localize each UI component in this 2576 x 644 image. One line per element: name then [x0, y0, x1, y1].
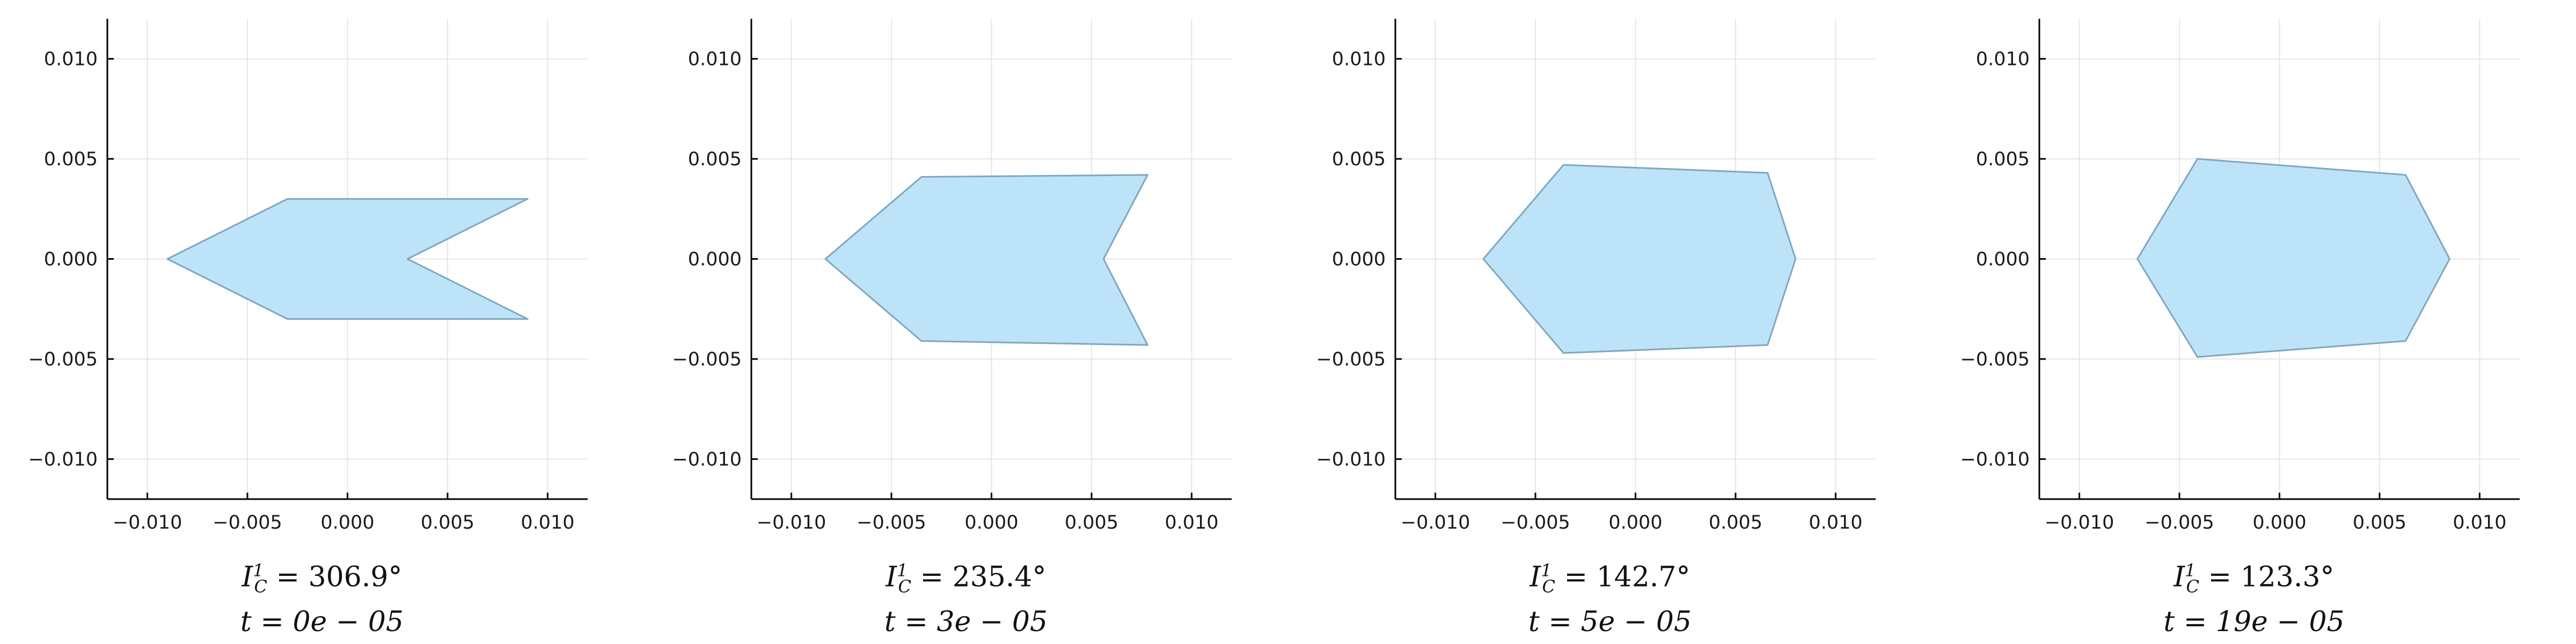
- x-tick-label-3-1: −0.005: [1501, 512, 1570, 533]
- time-value-4: 19e − 05: [2215, 605, 2345, 638]
- y-tick-label-4-4: 0.010: [1976, 49, 2030, 70]
- x-tick-label-4-1: −0.005: [2145, 512, 2214, 533]
- angle-caption-1: I1C = 306.9°: [241, 560, 402, 597]
- x-tick-label-2-0: −0.010: [757, 512, 826, 533]
- shape-polygon-2: [824, 174, 1148, 346]
- time-caption-4: t = 19e − 05: [2163, 605, 2345, 638]
- time-value-3: 5e − 05: [1580, 605, 1692, 638]
- shape-polygon-4: [2136, 158, 2450, 358]
- plot-3: −0.010 −0.005 0.000 0.005 0.010 −0.010 −0.005 0…: [1316, 19, 1876, 533]
- panel-4: −0.010 −0.005 0.000 0.005 0.010 −0.010 −0.005 0…: [1932, 0, 2576, 644]
- angle-value-1: 306.9°: [308, 561, 402, 594]
- angle-value-4: 123.3°: [2240, 561, 2334, 594]
- x-tick-label-3-3: 0.005: [1709, 512, 1762, 533]
- y-tick-label-1-1: −0.005: [28, 349, 98, 370]
- y-tick-label-1-2: 0.000: [44, 249, 98, 270]
- caption-1: I1C = 306.9° t = 0e − 05: [0, 553, 644, 640]
- y-tick-label-4-1: −0.005: [1960, 349, 2030, 370]
- shape-polygon-3: [1482, 164, 1797, 354]
- time-caption-2: t = 3e − 05: [884, 605, 1048, 638]
- angle-caption-4: I1C = 123.3°: [2174, 560, 2334, 597]
- y-tick-label-2-2: 0.000: [688, 249, 742, 270]
- y-tick-label-4-0: −0.010: [1960, 449, 2030, 470]
- plot-1: −0.010 −0.005 0.000 0.005 0.010 −0.010 −0.005 0…: [28, 19, 588, 533]
- x-tick-label-2-3: 0.005: [1065, 512, 1118, 533]
- y-tick-label-4-3: 0.005: [1976, 149, 2030, 170]
- angle-value-3: 142.7°: [1596, 561, 1690, 594]
- time-caption-1: t = 0e − 05: [240, 605, 404, 638]
- angle-value-2: 235.4°: [952, 561, 1046, 594]
- angle-caption-3: I1C = 142.7°: [1529, 560, 1690, 597]
- y-tick-label-2-3: 0.005: [688, 149, 742, 170]
- plot-2: −0.010 −0.005 0.000 0.005 0.010 −0.010 −0.005 0…: [672, 19, 1232, 533]
- y-tick-label-1-4: 0.010: [44, 49, 98, 70]
- caption-2: I1C = 235.4° t = 3e − 05: [644, 553, 1288, 640]
- time-value-1: 0e − 05: [292, 605, 404, 638]
- y-tick-label-3-2: 0.000: [1332, 249, 1386, 270]
- x-tick-label-4-2: 0.000: [2252, 512, 2306, 533]
- plot-4: −0.010 −0.005 0.000 0.005 0.010 −0.010 −0.005 0…: [1960, 19, 2520, 533]
- x-tick-label-1-1: −0.005: [213, 512, 282, 533]
- x-tick-label-2-4: 0.010: [1165, 512, 1218, 533]
- y-tick-label-3-0: −0.010: [1316, 449, 1386, 470]
- x-tick-label-1-2: 0.000: [320, 512, 374, 533]
- y-tick-label-1-0: −0.010: [28, 449, 98, 470]
- caption-4: I1C = 123.3° t = 19e − 05: [1932, 553, 2576, 640]
- x-tick-label-3-4: 0.010: [1809, 512, 1862, 533]
- angle-caption-2: I1C = 235.4°: [885, 560, 1046, 597]
- x-tick-label-1-3: 0.005: [421, 512, 474, 533]
- x-tick-label-4-0: −0.010: [2045, 512, 2114, 533]
- y-tick-label-1-3: 0.005: [44, 149, 98, 170]
- x-tick-label-1-4: 0.010: [521, 512, 574, 533]
- shape-polygon-1: [166, 198, 529, 320]
- panel-3: −0.010 −0.005 0.000 0.005 0.010 −0.010 −0.005 0…: [1288, 0, 1932, 644]
- time-value-2: 3e − 05: [936, 605, 1048, 638]
- y-tick-label-3-4: 0.010: [1332, 49, 1386, 70]
- x-tick-label-4-3: 0.005: [2353, 512, 2406, 533]
- y-tick-label-2-0: −0.010: [672, 449, 742, 470]
- x-tick-label-2-1: −0.005: [857, 512, 926, 533]
- x-tick-label-3-0: −0.010: [1401, 512, 1470, 533]
- y-tick-label-2-1: −0.005: [672, 349, 742, 370]
- caption-3: I1C = 142.7° t = 5e − 05: [1288, 553, 1932, 640]
- y-tick-label-2-4: 0.010: [688, 49, 742, 70]
- x-tick-label-4-4: 0.010: [2453, 512, 2506, 533]
- y-tick-label-3-1: −0.005: [1316, 349, 1386, 370]
- panel-2: −0.010 −0.005 0.000 0.005 0.010 −0.010 −0.005 0…: [644, 0, 1288, 644]
- x-tick-label-1-0: −0.010: [113, 512, 182, 533]
- time-caption-3: t = 5e − 05: [1528, 605, 1692, 638]
- panel-1: −0.010 −0.005 0.000 0.005 0.010 −0.010 −0.005 0…: [0, 0, 644, 644]
- x-tick-label-3-2: 0.000: [1608, 512, 1662, 533]
- y-tick-label-4-2: 0.000: [1976, 249, 2030, 270]
- x-tick-label-2-2: 0.000: [964, 512, 1018, 533]
- y-tick-label-3-3: 0.005: [1332, 149, 1386, 170]
